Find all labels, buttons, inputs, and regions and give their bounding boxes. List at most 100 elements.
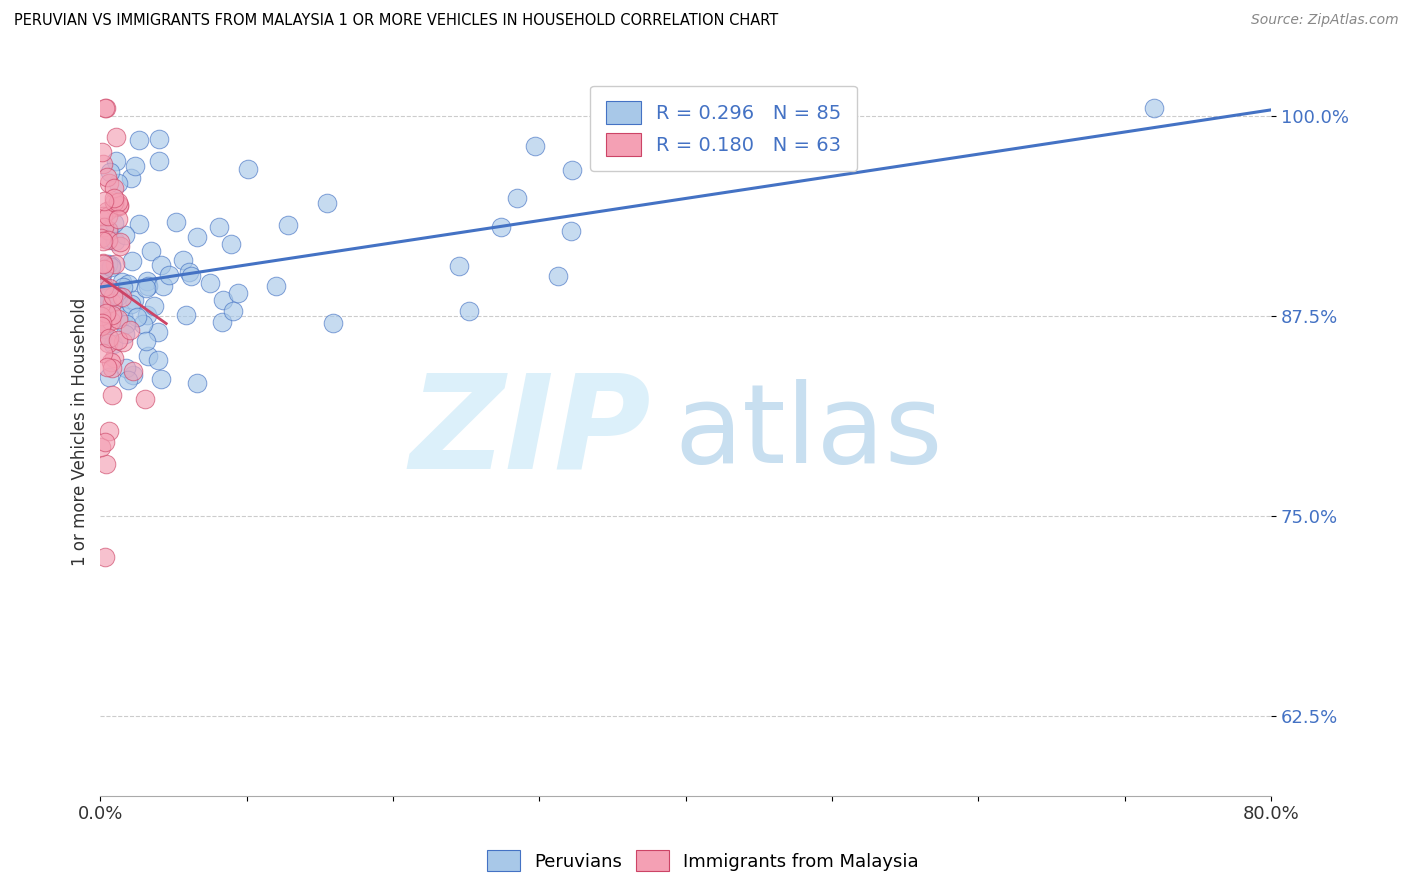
- Point: [107, 333, 129, 347]
- Text: Source: ZipAtlas.com: Source: ZipAtlas.com: [1251, 13, 1399, 28]
- Point: [139, 244, 162, 259]
- Point: [104, 256, 127, 270]
- Point: [93, 257, 115, 271]
- Point: [524, 139, 547, 153]
- Point: [97, 257, 120, 271]
- Point: [100, 355, 122, 369]
- Point: [122, 293, 145, 308]
- Point: [90, 440, 112, 454]
- Point: [115, 317, 138, 331]
- Point: [127, 310, 149, 324]
- Point: [103, 195, 125, 210]
- Point: [97, 176, 120, 190]
- Point: [120, 170, 142, 185]
- Point: [180, 268, 202, 283]
- Point: [172, 252, 194, 267]
- Point: [94, 435, 117, 450]
- Point: [91, 234, 114, 248]
- Point: [94, 550, 117, 565]
- Point: [136, 349, 159, 363]
- Point: [96, 306, 118, 320]
- Point: [104, 235, 127, 249]
- Point: [165, 215, 187, 229]
- Point: [101, 387, 124, 401]
- Point: [186, 376, 208, 390]
- Point: [186, 229, 208, 244]
- Point: [157, 268, 180, 282]
- Point: [236, 161, 259, 176]
- Point: [135, 274, 157, 288]
- Point: [90, 318, 112, 332]
- Point: [97, 331, 120, 345]
- Point: [150, 372, 173, 386]
- Point: [506, 191, 529, 205]
- Point: [489, 220, 512, 235]
- Point: [96, 359, 118, 374]
- Point: [114, 361, 136, 376]
- Point: [221, 237, 243, 252]
- Point: [90, 319, 112, 334]
- Point: [150, 258, 173, 272]
- Point: [103, 181, 125, 195]
- Point: [120, 323, 142, 337]
- Point: [146, 326, 169, 340]
- Point: [447, 260, 470, 274]
- Point: [97, 209, 120, 223]
- Point: [174, 308, 197, 322]
- Point: [208, 219, 231, 234]
- Point: [112, 309, 135, 323]
- Point: [93, 157, 115, 171]
- Point: [97, 223, 120, 237]
- Point: [146, 352, 169, 367]
- Point: [114, 327, 136, 342]
- Point: [100, 258, 122, 272]
- Point: [103, 351, 125, 365]
- Point: [211, 293, 233, 307]
- Point: [97, 224, 120, 238]
- Legend: R = 0.296   N = 85, R = 0.180   N = 63: R = 0.296 N = 85, R = 0.180 N = 63: [591, 86, 858, 171]
- Point: [316, 196, 339, 211]
- Point: [100, 314, 122, 328]
- Point: [136, 308, 159, 322]
- Point: [1143, 102, 1166, 116]
- Point: [90, 297, 112, 311]
- Point: [97, 424, 120, 438]
- Point: [107, 212, 129, 227]
- Point: [322, 316, 344, 330]
- Point: [96, 316, 118, 330]
- Point: [104, 200, 127, 214]
- Text: ZIP: ZIP: [409, 368, 651, 496]
- Point: [97, 281, 120, 295]
- Point: [152, 279, 174, 293]
- Point: [96, 289, 118, 303]
- Point: [177, 265, 200, 279]
- Point: [103, 304, 125, 318]
- Point: [114, 227, 136, 242]
- Point: [96, 203, 118, 218]
- Point: [211, 315, 233, 329]
- Point: [93, 256, 115, 270]
- Point: [98, 165, 121, 179]
- Point: [97, 335, 120, 350]
- Legend: Peruvians, Immigrants from Malaysia: Peruvians, Immigrants from Malaysia: [479, 843, 927, 879]
- Point: [560, 224, 582, 238]
- Point: [128, 133, 150, 147]
- Point: [100, 260, 122, 274]
- Point: [103, 288, 125, 302]
- Point: [122, 368, 145, 383]
- Point: [93, 194, 115, 208]
- Point: [96, 457, 118, 471]
- Point: [561, 163, 583, 178]
- Point: [93, 280, 115, 294]
- Point: [105, 154, 128, 169]
- Point: [117, 373, 139, 387]
- Point: [90, 230, 112, 244]
- Point: [93, 261, 115, 276]
- Point: [136, 279, 159, 293]
- Point: [142, 299, 165, 313]
- Point: [107, 176, 129, 190]
- Y-axis label: 1 or more Vehicles in Household: 1 or more Vehicles in Household: [72, 298, 89, 566]
- Point: [228, 285, 250, 300]
- Point: [148, 132, 170, 146]
- Point: [117, 277, 139, 292]
